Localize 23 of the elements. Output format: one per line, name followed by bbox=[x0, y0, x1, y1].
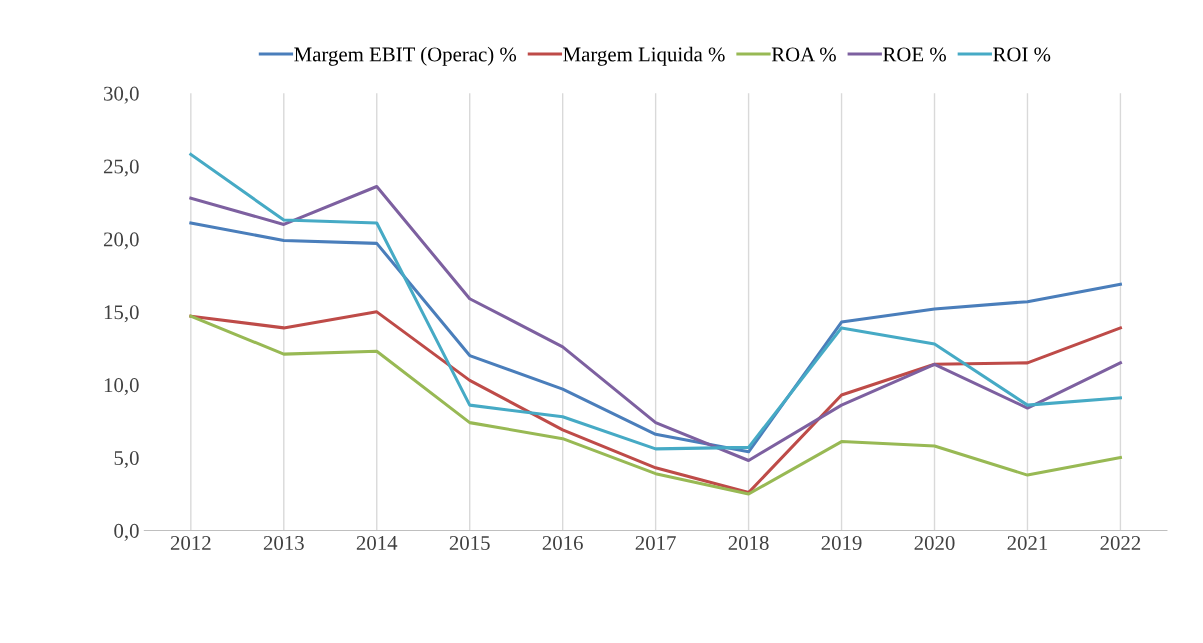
x-tick-label: 2015 bbox=[449, 535, 490, 550]
legend-label: ROI % bbox=[993, 47, 1051, 62]
x-tick-label: 2019 bbox=[821, 535, 862, 550]
x-tick-label: 2017 bbox=[635, 535, 676, 550]
y-tick-label: 10,0 bbox=[104, 378, 139, 396]
y-tick-label: 25,0 bbox=[103, 159, 139, 177]
y-tick-label: 20,0 bbox=[103, 232, 139, 250]
y-tick-label: 30,0 bbox=[104, 86, 139, 104]
x-tick-label: 2012 bbox=[170, 535, 211, 550]
x-tick-label: 2020 bbox=[914, 535, 955, 550]
legend-label: ROA % bbox=[771, 47, 836, 62]
legend-label: ROE % bbox=[883, 47, 946, 62]
y-tick-label: 5,0 bbox=[114, 450, 139, 469]
x-tick-label: 2013 bbox=[263, 535, 304, 550]
legend-label: Margem Liquida % bbox=[563, 46, 725, 66]
x-tick-label: 2021 bbox=[1007, 535, 1048, 550]
x-tick-label: 2014 bbox=[356, 535, 398, 550]
x-tick-label: 2022 bbox=[1100, 535, 1141, 550]
x-tick-label: 2016 bbox=[542, 535, 583, 550]
y-tick-label: 15,0 bbox=[104, 305, 139, 323]
y-tick-label: 0,0 bbox=[114, 523, 139, 541]
x-tick-label: 2018 bbox=[728, 535, 769, 550]
legend-label: Margem EBIT (Operac) % bbox=[294, 46, 517, 66]
